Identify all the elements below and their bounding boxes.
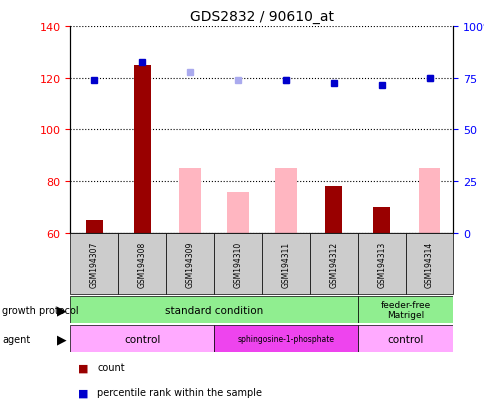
Text: GSM194307: GSM194307 bbox=[90, 241, 99, 287]
Bar bbox=[261, 233, 309, 294]
Bar bbox=[70, 297, 357, 323]
Bar bbox=[227, 192, 248, 233]
Bar bbox=[357, 297, 453, 323]
Bar bbox=[134, 66, 150, 233]
Text: GSM194308: GSM194308 bbox=[137, 241, 146, 287]
Bar bbox=[418, 169, 439, 233]
Text: value, Detection Call = ABSENT: value, Detection Call = ABSENT bbox=[97, 412, 252, 413]
Text: control: control bbox=[124, 334, 160, 344]
Text: agent: agent bbox=[2, 334, 30, 344]
Text: sphingosine-1-phosphate: sphingosine-1-phosphate bbox=[237, 335, 333, 343]
Text: GSM194314: GSM194314 bbox=[424, 241, 433, 287]
Bar bbox=[86, 221, 103, 233]
Bar bbox=[118, 233, 166, 294]
Title: GDS2832 / 90610_at: GDS2832 / 90610_at bbox=[190, 10, 333, 24]
Bar bbox=[70, 233, 118, 294]
Bar bbox=[274, 169, 296, 233]
Text: standard condition: standard condition bbox=[165, 305, 263, 315]
Bar bbox=[357, 325, 453, 352]
Text: GSM194312: GSM194312 bbox=[329, 241, 337, 287]
Text: GSM194309: GSM194309 bbox=[185, 241, 194, 287]
Bar bbox=[405, 233, 453, 294]
Text: growth protocol: growth protocol bbox=[2, 305, 79, 315]
Text: percentile rank within the sample: percentile rank within the sample bbox=[97, 387, 261, 397]
Bar bbox=[309, 233, 357, 294]
Bar bbox=[179, 169, 200, 233]
Bar bbox=[166, 233, 213, 294]
Text: control: control bbox=[387, 334, 423, 344]
Text: GSM194310: GSM194310 bbox=[233, 241, 242, 287]
Bar bbox=[70, 325, 213, 352]
Text: ■: ■ bbox=[77, 387, 88, 397]
Bar bbox=[373, 207, 389, 233]
Text: count: count bbox=[97, 363, 124, 373]
Text: ▶: ▶ bbox=[57, 304, 67, 316]
Text: GSM194313: GSM194313 bbox=[377, 241, 385, 287]
Bar bbox=[325, 187, 341, 233]
Text: GSM194311: GSM194311 bbox=[281, 241, 290, 287]
Text: ▶: ▶ bbox=[57, 332, 67, 345]
Text: feeder-free
Matrigel: feeder-free Matrigel bbox=[379, 300, 430, 320]
Text: ■: ■ bbox=[77, 412, 88, 413]
Bar bbox=[357, 233, 405, 294]
Text: ■: ■ bbox=[77, 363, 88, 373]
Bar bbox=[213, 325, 357, 352]
Bar bbox=[213, 233, 261, 294]
